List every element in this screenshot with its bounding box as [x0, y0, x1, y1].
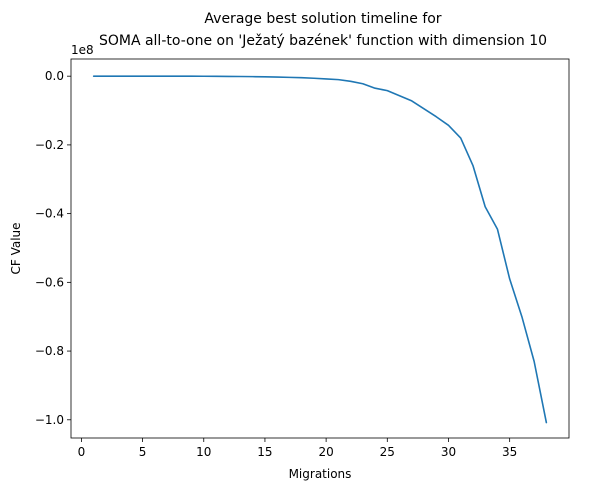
y-tick-label: −0.6 [35, 275, 64, 289]
y-tick-label: −0.2 [35, 138, 64, 152]
x-tick-label: 5 [139, 445, 147, 459]
chart-title-line-2: SOMA all-to-one on 'Ježatý bazének' func… [99, 33, 547, 49]
x-tick-label: 25 [380, 445, 395, 459]
x-tick-label: 10 [196, 445, 211, 459]
x-axis-label: Migrations [289, 467, 352, 481]
x-tick-label: 30 [441, 445, 456, 459]
series-layer [92, 75, 548, 424]
y-axis-label: CF Value [9, 222, 23, 274]
x-tick-label: 0 [78, 445, 86, 459]
y-tick-label: −1.0 [35, 413, 64, 427]
x-tick-label: 15 [257, 445, 272, 459]
y-tick-label: −0.8 [35, 344, 64, 358]
axis-ticks: 0 5 10 15 20 25 30 35 0.0 −0.2 −0.4 −0.6 −0.8 −1.0 [35, 69, 517, 459]
y-axis-offset-label: 1e8 [71, 43, 94, 57]
chart-title-line-1: Average best solution timeline for [204, 11, 441, 27]
series-line [92, 75, 548, 424]
y-tick-label: 0.0 [45, 69, 64, 83]
plot-frame [70, 58, 570, 439]
y-tick-label: −0.4 [35, 207, 64, 221]
x-tick-label: 20 [318, 445, 333, 459]
x-tick-label: 35 [502, 445, 517, 459]
